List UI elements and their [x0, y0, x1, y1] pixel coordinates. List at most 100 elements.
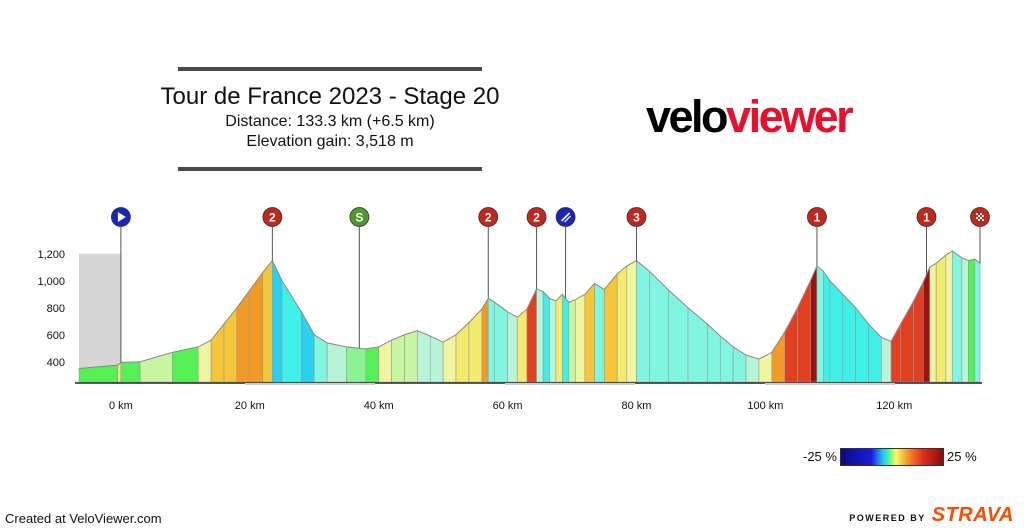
- x-tick-label: 20 km: [235, 400, 265, 412]
- powered-by-strava[interactable]: POWERED BY STRAVA: [849, 504, 1014, 527]
- checker-cell: [978, 215, 980, 217]
- climb-badge: [807, 207, 827, 227]
- profile-segment: [707, 323, 721, 383]
- marker-label: 2: [269, 211, 276, 225]
- climb-marker: 2: [478, 207, 499, 299]
- veloviewer-logo[interactable]: veloviewer: [646, 91, 854, 142]
- sprint-marker: S: [349, 207, 370, 349]
- sprint-badge: [349, 207, 370, 227]
- strava-logo: STRAVA: [931, 504, 1014, 526]
- x-tick-label: 80 km: [622, 400, 652, 412]
- climb-marker: 1: [807, 207, 827, 266]
- profile-segment: [120, 361, 141, 383]
- marker-label: 2: [485, 211, 492, 225]
- profile-segment: [771, 331, 786, 383]
- x-tick-label: 0 km: [109, 400, 133, 412]
- y-tick-label: 1,200: [37, 249, 65, 261]
- profile-segment: [881, 336, 892, 383]
- checker-cell: [980, 213, 982, 215]
- climb-badge: [916, 207, 937, 227]
- checker-cell: [976, 213, 978, 215]
- profile-segment: [507, 311, 518, 383]
- play-triangle: [117, 212, 126, 222]
- marker-label: 1: [814, 211, 821, 225]
- y-tick-label: 400: [47, 357, 65, 369]
- profile-segment: [668, 289, 689, 383]
- climb-badge: [262, 207, 283, 227]
- climb-badge: [626, 207, 647, 227]
- profile-segment: [404, 330, 418, 383]
- y-tick-label: 1,000: [37, 276, 65, 288]
- profile-segment: [584, 282, 595, 383]
- profile-segment: [758, 351, 773, 383]
- climb-marker: 1: [916, 207, 937, 275]
- profile-segment: [249, 271, 263, 383]
- profile-segment: [929, 262, 937, 383]
- profile-segment: [262, 259, 273, 383]
- profile-segment: [636, 259, 650, 383]
- profile-segment: [951, 250, 963, 383]
- created-at-text[interactable]: Created at VeloViewer.com: [5, 511, 162, 526]
- profile-segment: [945, 250, 953, 383]
- profile-segment: [494, 301, 508, 383]
- axes: 0 km 20 km 40 km 60 km 80 km 100 km 120 km 400 6…: [37, 249, 982, 412]
- profile-segment: [455, 321, 470, 383]
- profile-segment: [829, 280, 844, 383]
- profile-segment: [968, 258, 976, 383]
- profile-segment: [961, 257, 969, 383]
- x-tick-label: 100 km: [747, 400, 783, 412]
- profile-segment: [526, 288, 537, 383]
- profile-segment: [326, 342, 347, 383]
- checker-cell: [980, 217, 982, 219]
- x-tick-label: 120 km: [876, 400, 912, 412]
- profile-segment: [574, 293, 586, 383]
- elevation-gain-text: Elevation gain: 3,518 m: [246, 133, 414, 150]
- gradient-scale-max-label: 25 %: [947, 449, 977, 464]
- title-top-rule: [178, 67, 482, 71]
- climb-marker: 2: [262, 207, 283, 261]
- profile-segment: [855, 306, 869, 383]
- marker-label: 3: [633, 211, 640, 225]
- profile-segment: [365, 346, 379, 383]
- profile-segment: [536, 288, 544, 383]
- profile-segment: [935, 254, 947, 383]
- feed-icon-stroke: [564, 215, 572, 223]
- profile-segment: [236, 289, 251, 383]
- profile-segment: [687, 307, 708, 383]
- profile-segment: [417, 330, 431, 383]
- marker-label: 2: [533, 211, 540, 225]
- finish-marker: [970, 207, 990, 264]
- profile-segment: [626, 259, 637, 383]
- neutral-zone: [79, 253, 121, 382]
- gradient-color-scale: [840, 448, 944, 466]
- climb-badge: [478, 207, 499, 227]
- profile-segment: [603, 273, 618, 383]
- profile-segment: [732, 346, 747, 383]
- profile-segment: [223, 306, 238, 383]
- climb-marker: 3: [626, 207, 647, 261]
- checker-cell: [982, 219, 984, 221]
- marker-label: 1: [923, 211, 930, 225]
- checker-cell: [982, 215, 984, 217]
- profile-segment: [868, 323, 882, 383]
- profile-segment: [442, 334, 457, 383]
- profile-outline: [78, 250, 981, 369]
- profile-segment: [562, 293, 570, 383]
- start-marker: [110, 207, 131, 363]
- distance-text: Distance: 133.3 km (+6.5 km): [225, 113, 435, 130]
- profile-segment: [487, 297, 495, 383]
- marker-label: S: [355, 211, 363, 225]
- feed-marker: [555, 207, 576, 299]
- profile-segment: [346, 346, 367, 383]
- gradient-bands: [78, 250, 981, 383]
- y-tick-label: 600: [47, 330, 65, 342]
- y-tick-label: 800: [47, 303, 65, 315]
- gradient-scale-min-label: -25 %: [803, 449, 837, 464]
- climb-marker: 2: [526, 207, 547, 289]
- profile-segment: [922, 267, 931, 383]
- checker-cell: [976, 217, 978, 219]
- title-block: Tour de France 2023 - Stage 20 Distance:…: [160, 82, 500, 152]
- profile-markers: 2 S 2 2 3 1 1: [110, 207, 990, 363]
- profile-segment: [516, 308, 528, 383]
- profile-segment: [974, 258, 981, 383]
